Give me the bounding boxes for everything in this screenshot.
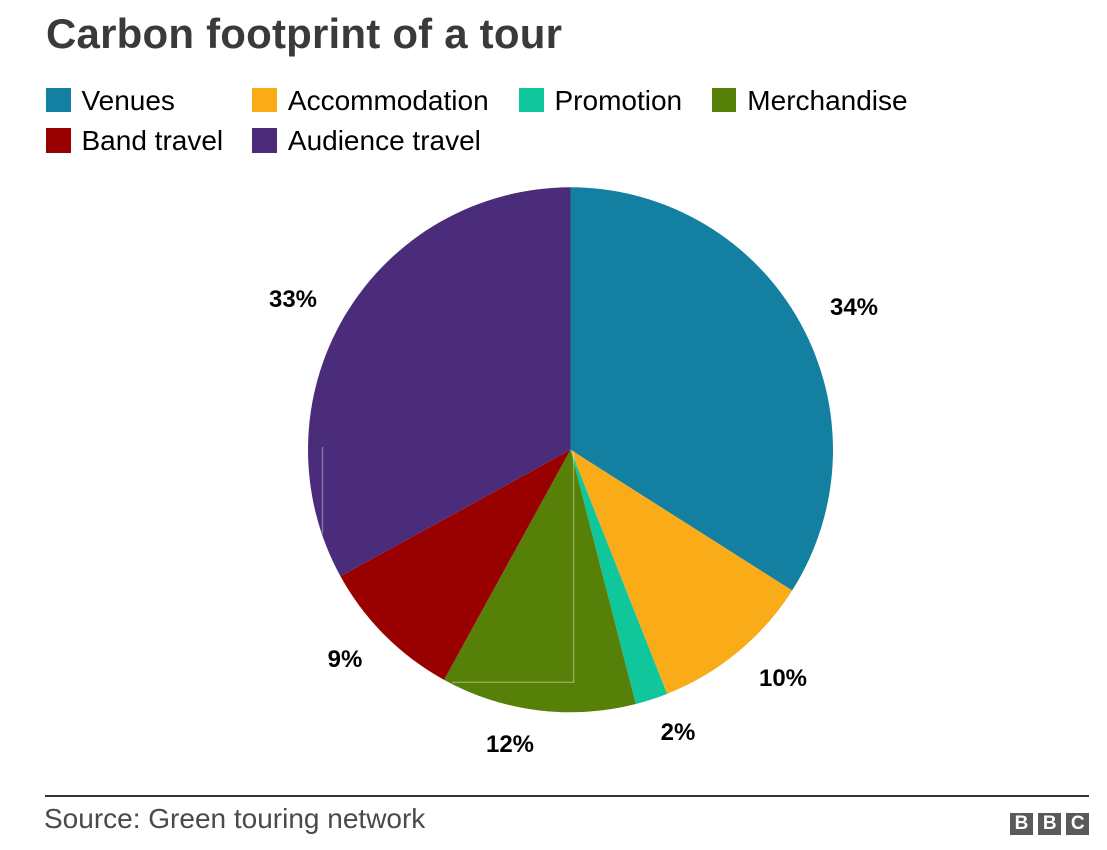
svg-text:12%: 12%: [486, 731, 534, 758]
svg-text:10%: 10%: [759, 665, 807, 692]
svg-text:33%: 33%: [269, 286, 317, 313]
svg-text:2%: 2%: [661, 719, 696, 746]
svg-text:34%: 34%: [830, 294, 878, 321]
svg-text:9%: 9%: [328, 646, 363, 673]
